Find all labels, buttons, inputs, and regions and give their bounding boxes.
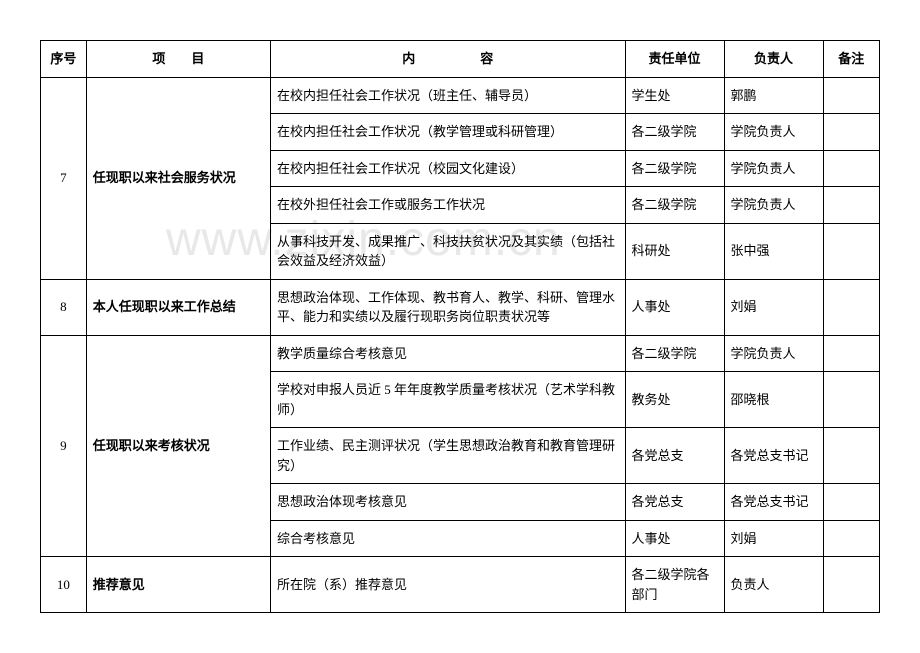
cell-unit: 各二级学院 (625, 335, 724, 372)
cell-item: 任现职以来考核状况 (86, 335, 270, 557)
cell-seq: 9 (41, 335, 87, 557)
header-seq: 序号 (41, 41, 87, 78)
cell-content: 在校内担任社会工作状况（班主任、辅导员） (270, 77, 625, 114)
cell-seq: 10 (41, 557, 87, 613)
cell-unit: 教务处 (625, 372, 724, 428)
header-unit: 责任单位 (625, 41, 724, 78)
cell-person: 学院负责人 (724, 187, 823, 224)
table-row: 7任现职以来社会服务状况在校内担任社会工作状况（班主任、辅导员）学生处郭鹏 (41, 77, 880, 114)
cell-person: 学院负责人 (724, 150, 823, 187)
cell-unit: 学生处 (625, 77, 724, 114)
cell-unit: 各二级学院各部门 (625, 557, 724, 613)
cell-content: 综合考核意见 (270, 520, 625, 557)
cell-notes (823, 557, 879, 613)
cell-notes (823, 187, 879, 224)
document-container: www.zixin.com.cn 序号 项 目 内 容 责任单位 负责人 备注 … (40, 40, 880, 613)
cell-person: 各党总支书记 (724, 428, 823, 484)
cell-person: 学院负责人 (724, 114, 823, 151)
cell-unit: 人事处 (625, 279, 724, 335)
cell-notes (823, 372, 879, 428)
cell-notes (823, 335, 879, 372)
cell-person: 各党总支书记 (724, 484, 823, 521)
cell-notes (823, 484, 879, 521)
cell-unit: 各二级学院 (625, 187, 724, 224)
cell-person: 负责人 (724, 557, 823, 613)
cell-content: 所在院（系）推荐意见 (270, 557, 625, 613)
cell-content: 思想政治体现、工作体现、教书育人、教学、科研、管理水平、能力和实绩以及履行现职务… (270, 279, 625, 335)
cell-person: 刘娟 (724, 520, 823, 557)
cell-content: 在校外担任社会工作或服务工作状况 (270, 187, 625, 224)
header-person: 负责人 (724, 41, 823, 78)
cell-item: 任现职以来社会服务状况 (86, 77, 270, 279)
cell-unit: 科研处 (625, 223, 724, 279)
cell-person: 学院负责人 (724, 335, 823, 372)
cell-notes (823, 77, 879, 114)
cell-content: 从事科技开发、成果推广、科技扶贫状况及其实绩（包括社会效益及经济效益） (270, 223, 625, 279)
cell-person: 刘娟 (724, 279, 823, 335)
cell-person: 邵晓根 (724, 372, 823, 428)
table-body: 7任现职以来社会服务状况在校内担任社会工作状况（班主任、辅导员）学生处郭鹏在校内… (41, 77, 880, 613)
header-row: 序号 项 目 内 容 责任单位 负责人 备注 (41, 41, 880, 78)
cell-unit: 各二级学院 (625, 150, 724, 187)
header-item: 项 目 (86, 41, 270, 78)
table-row: 8本人任现职以来工作总结思想政治体现、工作体现、教书育人、教学、科研、管理水平、… (41, 279, 880, 335)
cell-item: 本人任现职以来工作总结 (86, 279, 270, 335)
cell-unit: 各二级学院 (625, 114, 724, 151)
cell-content: 思想政治体现考核意见 (270, 484, 625, 521)
cell-unit: 各党总支 (625, 428, 724, 484)
cell-unit: 人事处 (625, 520, 724, 557)
cell-notes (823, 223, 879, 279)
cell-content: 在校内担任社会工作状况（教学管理或科研管理） (270, 114, 625, 151)
cell-seq: 7 (41, 77, 87, 279)
cell-seq: 8 (41, 279, 87, 335)
cell-item: 推荐意见 (86, 557, 270, 613)
header-notes: 备注 (823, 41, 879, 78)
cell-notes (823, 428, 879, 484)
cell-notes (823, 279, 879, 335)
cell-content: 学校对申报人员近 5 年年度教学质量考核状况（艺术学科教师） (270, 372, 625, 428)
table-row: 10推荐意见所在院（系）推荐意见各二级学院各部门负责人 (41, 557, 880, 613)
main-table: 序号 项 目 内 容 责任单位 负责人 备注 7任现职以来社会服务状况在校内担任… (40, 40, 880, 613)
table-row: 9任现职以来考核状况教学质量综合考核意见各二级学院学院负责人 (41, 335, 880, 372)
cell-content: 工作业绩、民主测评状况（学生思想政治教育和教育管理研究） (270, 428, 625, 484)
cell-person: 张中强 (724, 223, 823, 279)
header-content: 内 容 (270, 41, 625, 78)
cell-content: 教学质量综合考核意见 (270, 335, 625, 372)
cell-notes (823, 150, 879, 187)
cell-notes (823, 520, 879, 557)
cell-notes (823, 114, 879, 151)
cell-unit: 各党总支 (625, 484, 724, 521)
cell-person: 郭鹏 (724, 77, 823, 114)
cell-content: 在校内担任社会工作状况（校园文化建设） (270, 150, 625, 187)
